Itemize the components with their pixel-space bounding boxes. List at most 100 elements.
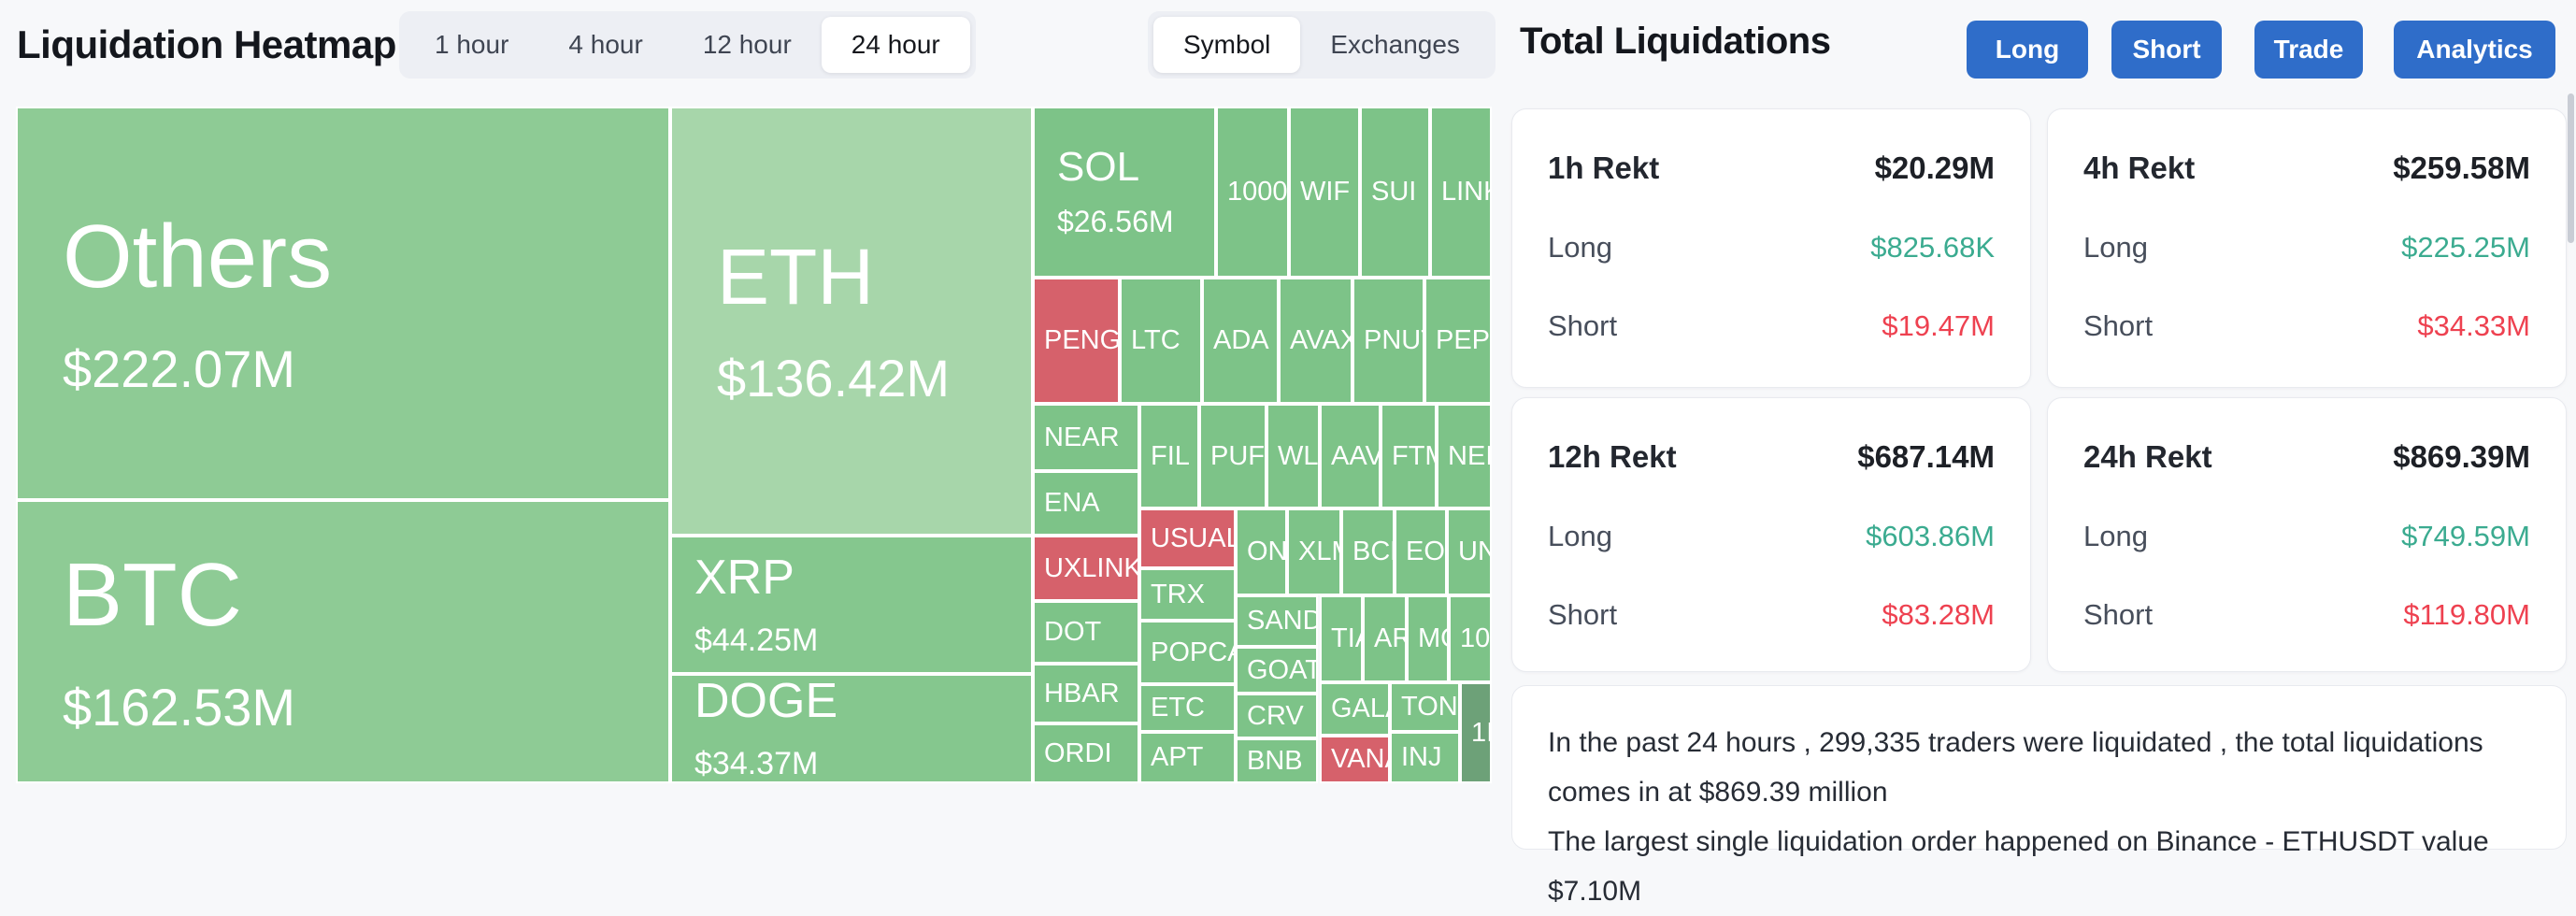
treemap-cell-wif[interactable]: WIF <box>1289 107 1360 278</box>
cell-symbol-label: SAND <box>1247 606 1318 637</box>
timeframe-tabs: 1 hour 4 hour 12 hour 24 hour <box>399 11 976 79</box>
cell-symbol-label: UNI <box>1458 537 1490 567</box>
short-label: Short <box>1548 598 1618 631</box>
time-tab-1-hour[interactable]: 1 hour <box>435 30 509 59</box>
treemap-cell-goat[interactable]: GOAT <box>1236 647 1318 694</box>
treemap-cell-link[interactable]: LINK <box>1430 107 1492 278</box>
treemap-cell-gala[interactable]: GALA <box>1320 682 1390 736</box>
treemap-cell-btc[interactable]: BTC $162.53M <box>16 500 670 783</box>
treemap-cell-others[interactable]: Others $222.07M <box>16 107 670 500</box>
trade-button[interactable]: Trade <box>2254 21 2363 79</box>
treemap-cell-uni[interactable]: UNI <box>1447 508 1492 595</box>
treemap-cell-eos[interactable]: EOS <box>1395 508 1447 595</box>
treemap-cell-ltc[interactable]: LTC <box>1120 278 1202 404</box>
treemap-cell-bch[interactable]: BCH <box>1341 508 1395 595</box>
treemap-cell-1000bonk[interactable]: 1000BONK <box>1216 107 1289 278</box>
cell-value-label: $136.42M <box>717 349 951 408</box>
cell-symbol-label: GALA <box>1331 694 1388 724</box>
cell-symbol-label: ETH <box>717 233 874 322</box>
treemap-cell-ordi[interactable]: ORDI <box>1033 723 1139 783</box>
cell-symbol-label: MOVE <box>1418 623 1447 654</box>
long-button[interactable]: Long <box>1967 21 2088 79</box>
treemap-cell-eth[interactable]: ETH $136.42M <box>670 107 1033 536</box>
treemap-cell-hbar[interactable]: HBAR <box>1033 664 1139 723</box>
cell-symbol-label: PUFFER <box>1210 440 1265 471</box>
cell-symbol-label: APT <box>1151 742 1204 773</box>
treemap-cell-ftm[interactable]: FTM <box>1381 404 1437 508</box>
cell-symbol-label: AVAX <box>1290 325 1352 356</box>
treemap-cell-bnb[interactable]: BNB <box>1236 738 1318 783</box>
time-tab-24-hour[interactable]: 24 hour <box>821 17 970 73</box>
summary-line-1: In the past 24 hours , 299,335 traders w… <box>1548 727 2483 808</box>
cell-symbol-label: BTC <box>63 545 242 646</box>
cell-symbol-label: WIF <box>1300 177 1351 208</box>
time-tab-4-hour[interactable]: 4 hour <box>568 30 643 59</box>
treemap-cell-etc[interactable]: ETC <box>1139 684 1236 732</box>
treemap-cell-apt[interactable]: APT <box>1139 732 1236 783</box>
treemap-cell-near[interactable]: NEAR <box>1033 404 1139 471</box>
treemap-cell-aave[interactable]: AAVE <box>1320 404 1381 508</box>
treemap-cell-crv[interactable]: CRV <box>1236 694 1318 738</box>
treemap-cell-fil[interactable]: FIL <box>1139 404 1199 508</box>
cell-symbol-label: PENGU <box>1044 325 1120 356</box>
treemap-cell-wld[interactable]: WLD <box>1267 404 1320 508</box>
short-value: $83.28M <box>1882 598 1995 631</box>
card-title: 4h Rekt <box>2083 150 2196 185</box>
time-tab-12-hour[interactable]: 12 hour <box>702 30 792 59</box>
treemap-cell-xlm[interactable]: XLM <box>1287 508 1341 595</box>
cell-symbol-label: POPCAT <box>1151 637 1234 667</box>
treemap-cell-trx[interactable]: TRX <box>1139 568 1236 621</box>
treemap-cell-sui[interactable]: SUI <box>1360 107 1430 278</box>
treemap-cell-pnut[interactable]: PNUT <box>1352 278 1424 404</box>
treemap-cell-pepe[interactable]: PEPE <box>1424 278 1492 404</box>
treemap-cell-move[interactable]: MOVE <box>1407 595 1449 682</box>
liquidation-treemap: Others $222.07M BTC $162.53M ETH $136.42M XRP $… <box>16 107 1492 783</box>
cell-symbol-label: FIL <box>1151 440 1190 471</box>
cell-symbol-label: ENA <box>1044 488 1100 519</box>
cell-symbol-label: 1000BONK <box>1227 177 1288 208</box>
treemap-cell-doge[interactable]: DOGE $34.37M <box>670 674 1033 783</box>
cell-symbol-label: UXLINK <box>1044 552 1139 583</box>
treemap-cell-pengu[interactable]: PENGU <box>1033 278 1120 404</box>
cell-symbol-label: TON <box>1401 692 1458 723</box>
cell-symbol-label: PNUT <box>1364 325 1423 356</box>
treemap-cell-xrp[interactable]: XRP $44.25M <box>670 536 1033 674</box>
long-value: $749.59M <box>2401 520 2530 552</box>
cell-symbol-label: LTC <box>1131 325 1181 356</box>
rekt-card-24h: 24h Rekt $869.39M Long $749.59M Short $1… <box>2047 397 2567 672</box>
treemap-cell-uxlink[interactable]: UXLINK <box>1033 536 1139 601</box>
cell-symbol-label: VANA <box>1331 744 1388 775</box>
treemap-cell-ton[interactable]: TON <box>1390 682 1460 732</box>
analytics-button[interactable]: Analytics <box>2394 21 2555 79</box>
short-button[interactable]: Short <box>2111 21 2222 79</box>
treemap-cell-inj[interactable]: INJ <box>1390 732 1460 783</box>
cell-symbol-label: AAVE <box>1331 440 1379 471</box>
treemap-cell-sand[interactable]: SAND <box>1236 595 1318 647</box>
treemap-cell-sol[interactable]: SOL $26.56M <box>1033 107 1216 278</box>
treemap-cell-tia[interactable]: TIA <box>1320 595 1363 682</box>
treemap-cell-vana[interactable]: VANA <box>1320 736 1390 783</box>
treemap-cell-neiro[interactable]: NEIRO <box>1437 404 1492 508</box>
treemap-cell-popcat[interactable]: POPCAT <box>1139 621 1236 684</box>
long-value: $603.86M <box>1866 520 1995 552</box>
treemap-cell-usual[interactable]: USUAL <box>1139 508 1236 568</box>
treemap-cell-1000sats[interactable]: 1000SATS <box>1449 595 1492 682</box>
total-liquidations-title: Total Liquidations <box>1520 21 1831 62</box>
treemap-cell-avax[interactable]: AVAX <box>1279 278 1352 404</box>
treemap-cell-ena[interactable]: ENA <box>1033 471 1139 536</box>
liquidation-summary: In the past 24 hours , 299,335 traders w… <box>1511 685 2567 907</box>
rekt-card-1h: 1h Rekt $20.29M Long $825.68K Short $19.… <box>1511 108 2031 388</box>
card-total: $687.14M <box>1857 439 1995 474</box>
treemap-cell-ondo[interactable]: ONDO <box>1236 508 1287 595</box>
view-tab-symbol[interactable]: Symbol <box>1153 17 1301 73</box>
cell-symbol-label: DOGE <box>694 674 838 729</box>
scrollbar-thumb[interactable] <box>2568 93 2574 243</box>
treemap-cell-puffer[interactable]: PUFFER <box>1199 404 1267 508</box>
treemap-cell-dot[interactable]: DOT <box>1033 601 1139 664</box>
treemap-cell-arb[interactable]: ARB <box>1363 595 1407 682</box>
short-label: Short <box>2083 309 2154 342</box>
view-tab-exchanges[interactable]: Exchanges <box>1330 30 1460 59</box>
treemap-cell-1inch[interactable]: 1INCH <box>1460 682 1492 783</box>
long-label: Long <box>2083 520 2148 552</box>
treemap-cell-ada[interactable]: ADA <box>1202 278 1279 404</box>
